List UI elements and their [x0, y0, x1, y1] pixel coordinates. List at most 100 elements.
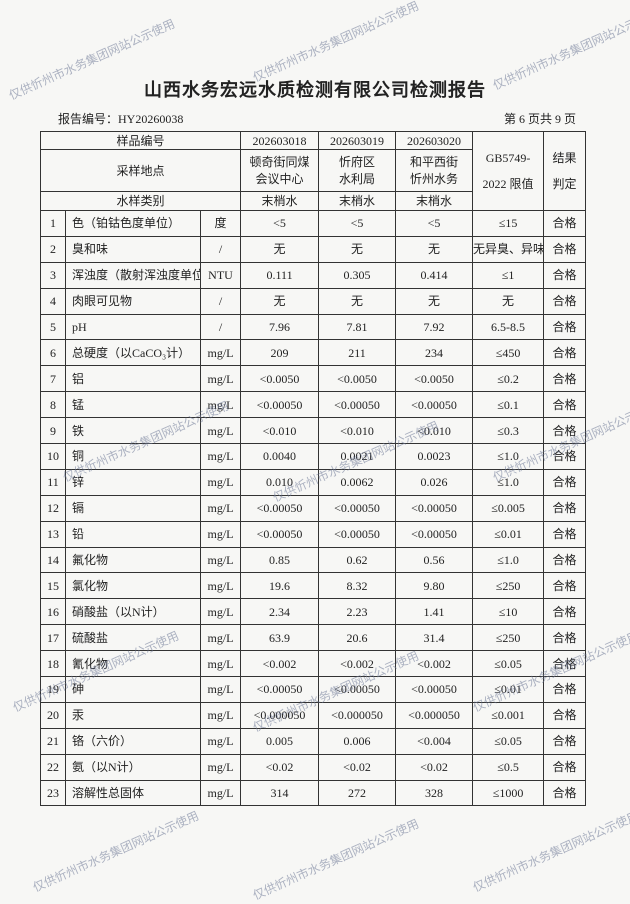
- value: <0.00050: [240, 520, 320, 548]
- row-number: 17: [40, 624, 66, 652]
- row-number: 13: [40, 520, 66, 548]
- limit: ≤0.005: [472, 494, 545, 522]
- value: <0.00050: [240, 391, 320, 419]
- item: 色（铂钴色度单位）: [65, 210, 201, 237]
- verdict: 合格: [543, 727, 587, 755]
- table-row: 4 肉眼可见物 / 无无无无合格: [40, 287, 587, 315]
- value: <0.004: [395, 727, 474, 755]
- row-number: 2: [40, 235, 66, 263]
- limit: ≤10: [472, 598, 545, 626]
- value: 2.23: [318, 598, 397, 626]
- limit: ≤0.05: [472, 650, 545, 678]
- table-row: 5 pH/7.96 7.81 7.92 6.5-8.5 合格: [40, 313, 587, 341]
- unit: mg/L: [199, 391, 242, 419]
- table-row: 12 镉 mg/L <0.00050 <0.00050 <0.00050 ≤0.005 合格: [40, 494, 587, 522]
- item: 镉: [65, 494, 201, 522]
- unit: mg/L: [199, 598, 242, 626]
- value: <0.02: [318, 753, 397, 781]
- item: 硝酸盐（以N计）: [65, 598, 201, 626]
- unit: mg/L: [199, 779, 242, 807]
- value: 0.0023: [395, 443, 474, 470]
- sample-location: 和平西街 忻州水务: [395, 149, 474, 192]
- row-number: 16: [40, 598, 66, 626]
- value: <0.000050: [395, 701, 474, 729]
- row-number: 18: [40, 650, 66, 678]
- cell-line: 水利局: [339, 171, 376, 186]
- value: 无: [395, 235, 474, 263]
- unit: mg/L: [199, 624, 242, 652]
- row-number: 9: [40, 417, 66, 445]
- table-row: 23 溶解性总固体 mg/L 314 272 328 ≤1000 合格: [40, 779, 587, 807]
- row-number: 7: [40, 365, 66, 393]
- value: 328: [395, 779, 474, 807]
- value: 0.305: [318, 261, 397, 289]
- unit: mg/L: [199, 443, 242, 470]
- item: 溶解性总固体: [65, 779, 201, 807]
- header-label: 采样地点: [39, 149, 242, 192]
- item: 浑浊度（散射浑浊度单位）: [65, 261, 201, 289]
- sample-location: 忻府区 水利局: [318, 149, 397, 192]
- value: 234: [395, 339, 474, 367]
- value: 7.96: [240, 313, 320, 341]
- verdict: 合格: [543, 701, 587, 729]
- row-number: 12: [40, 494, 66, 522]
- row-number: 8: [40, 391, 66, 419]
- table-row: 15 氯化物 mg/L 19.6 8.32 9.80 ≤250 合格: [40, 572, 587, 600]
- limit: 无异臭、异味: [472, 235, 545, 263]
- verdict: 合格: [543, 365, 587, 393]
- unit: NTU: [199, 261, 242, 289]
- item: 肉眼可见物: [65, 287, 201, 315]
- value: <0.00050: [240, 676, 320, 703]
- value: <5: [318, 210, 397, 237]
- value: <0.00050: [318, 494, 397, 522]
- header-label: 样品编号: [39, 131, 242, 150]
- value: 0.0062: [318, 468, 397, 496]
- limit: 6.5-8.5: [472, 313, 545, 341]
- value: 272: [318, 779, 397, 807]
- item: 氰化物: [65, 650, 201, 678]
- table-row: 21 铬（六价） mg/L 0.005 0.006 <0.004 ≤0.05 合格: [40, 727, 587, 755]
- item: 铜: [65, 443, 201, 470]
- value: 0.005: [240, 727, 320, 755]
- limit: ≤0.1: [472, 391, 545, 419]
- cell-line: 顿奇街同煤: [249, 154, 310, 169]
- table-row: 17 硫酸盐 mg/L 63.9 20.6 31.4 ≤250 合格: [40, 624, 587, 652]
- row-number: 22: [40, 753, 66, 781]
- row-number: 11: [40, 468, 66, 496]
- unit: mg/L: [199, 494, 242, 522]
- sample-id: 202603018: [240, 131, 320, 150]
- value: <0.010: [240, 417, 320, 445]
- verdict: 合格: [543, 753, 587, 781]
- unit: mg/L: [199, 339, 242, 367]
- limit: ≤0.05: [472, 727, 545, 755]
- verdict: 合格: [543, 650, 587, 678]
- table-row: 13 铅 mg/L <0.00050 <0.00050 <0.00050 ≤0.01 合格: [40, 520, 587, 548]
- verdict: 合格: [543, 520, 587, 548]
- standard-header: GB5749- 2022 限值: [472, 131, 545, 211]
- table-row: 9 铁 mg/L <0.010 <0.010 <0.010 ≤0.3 合格: [40, 417, 587, 445]
- item: pH: [65, 313, 201, 341]
- value: <0.002: [395, 650, 474, 678]
- value: 7.81: [318, 313, 397, 341]
- limit: ≤1.0: [472, 443, 545, 470]
- table-row: 20 汞 mg/L <0.000050 <0.000050 <0.000050 ≤0.001…: [40, 701, 587, 729]
- verdict: 合格: [543, 779, 587, 807]
- value: <0.00050: [318, 391, 397, 419]
- item: 氯化物: [65, 572, 201, 600]
- row-number: 6: [40, 339, 66, 367]
- item: 砷: [65, 676, 201, 703]
- cell-line: 判定: [552, 177, 577, 191]
- value: 0.85: [240, 546, 320, 574]
- row-number: 14: [40, 546, 66, 574]
- limit: ≤1000: [472, 779, 545, 807]
- row-number: 19: [40, 676, 66, 703]
- limit: ≤15: [472, 210, 545, 237]
- value: 63.9: [240, 624, 320, 652]
- limit: ≤0.01: [472, 520, 545, 548]
- sample-id: 202603019: [318, 131, 397, 150]
- unit: /: [199, 235, 242, 263]
- cell-line: 结果: [552, 151, 577, 165]
- sample-type: 末梢水: [395, 191, 474, 211]
- watermark: 仅供忻州市水务集团网站公示使用: [470, 808, 630, 895]
